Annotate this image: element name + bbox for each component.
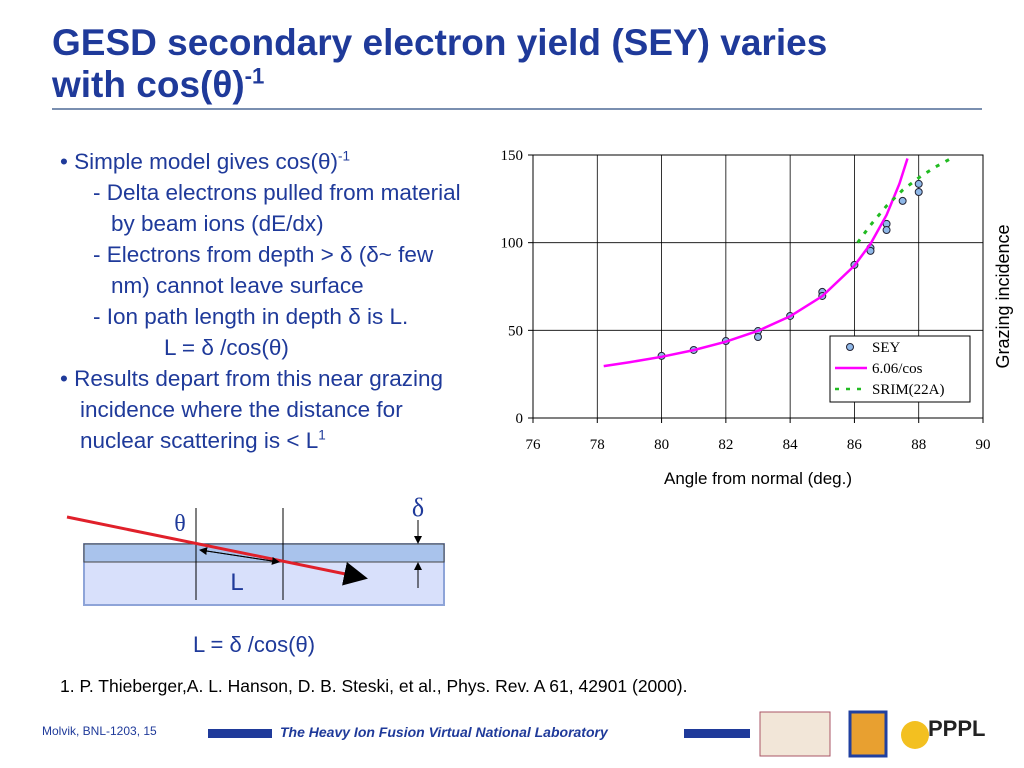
legend-marker [846, 343, 854, 351]
title-sup: -1 [244, 63, 265, 89]
x-tick-label: 78 [590, 437, 605, 453]
surface-layer [83, 543, 445, 563]
x-tick-label: 76 [526, 437, 542, 453]
data-point [914, 187, 923, 196]
logo [848, 710, 888, 758]
y-tick-label: 150 [501, 148, 524, 164]
formula: L = δ /cos(θ) [164, 335, 289, 360]
data-line [856, 157, 952, 244]
y-tick-label: 50 [508, 323, 523, 339]
x-tick-label: 84 [783, 437, 799, 453]
title-text: with cos(θ) [52, 64, 245, 105]
slide-title: GESD secondary electron yield (SEY) vari… [52, 22, 827, 106]
sub-bullet: Ion path length in depth δ is L. [106, 304, 409, 329]
plot-content [603, 157, 952, 368]
diagram: θ δ L L = δ /cos(θ) [66, 493, 445, 657]
data-point [914, 179, 923, 188]
x-tick-label: 80 [654, 437, 669, 453]
bullet: Simple model gives cos(θ) [74, 149, 338, 174]
y-tick-label: 0 [516, 411, 524, 427]
x-tick-label: 90 [976, 437, 991, 453]
y-axis-label: Grazing incidence [993, 224, 1013, 368]
logo-text: PPPL [928, 716, 986, 741]
footer-lab: The Heavy Ion Fusion Virtual National La… [280, 724, 608, 740]
theta-label: θ [174, 511, 186, 537]
length-label: L [230, 569, 243, 596]
delta-label: δ [412, 493, 424, 522]
x-tick-label: 86 [847, 437, 863, 453]
x-tick-label: 88 [911, 437, 926, 453]
data-point [754, 332, 762, 341]
legend: SEY 6.06/cos SRIM(22A) [829, 335, 971, 403]
data-point [882, 226, 891, 235]
footer-bar [208, 729, 272, 738]
x-tick-label: 82 [718, 437, 733, 453]
legend-label: SEY [872, 340, 901, 356]
legend-label: 6.06/cos [872, 361, 923, 377]
sub-bullet: Electrons from depth > δ (δ~ few nm) can… [106, 242, 434, 298]
data-point [898, 196, 907, 205]
footnote: 1. P. Thieberger,A. L. Hanson, D. B. Ste… [60, 676, 688, 696]
bullet-sup: 1 [318, 427, 326, 443]
ion-path [66, 515, 368, 586]
formula: L = δ /cos(θ) [193, 632, 315, 657]
footer-bar [684, 729, 750, 738]
bullet-sup: -1 [338, 148, 351, 164]
data-point [866, 246, 875, 255]
title-text: GESD secondary electron yield (SEY) vari… [52, 22, 828, 63]
title-rule [52, 108, 982, 110]
bullet: Results depart from this near grazing in… [74, 366, 444, 453]
y-tick-label: 100 [501, 236, 524, 252]
length-arrow [199, 547, 280, 563]
logo [901, 721, 929, 749]
sub-bullet: Delta electrons pulled from material by … [106, 180, 461, 236]
x-axis-label: Angle from normal (deg.) [664, 469, 852, 488]
data-line [603, 158, 909, 368]
legend-label: SRIM(22A) [872, 382, 945, 398]
logo [759, 711, 831, 757]
footer-author: Molvik, BNL-1203, 15 [42, 724, 157, 738]
bullet-list: • Simple model gives cos(θ)-1 - Delta el… [60, 148, 461, 453]
chart: 76 78 80 82 84 86 88 90 0 50 100 150 Angle from norm… [501, 148, 1014, 488]
